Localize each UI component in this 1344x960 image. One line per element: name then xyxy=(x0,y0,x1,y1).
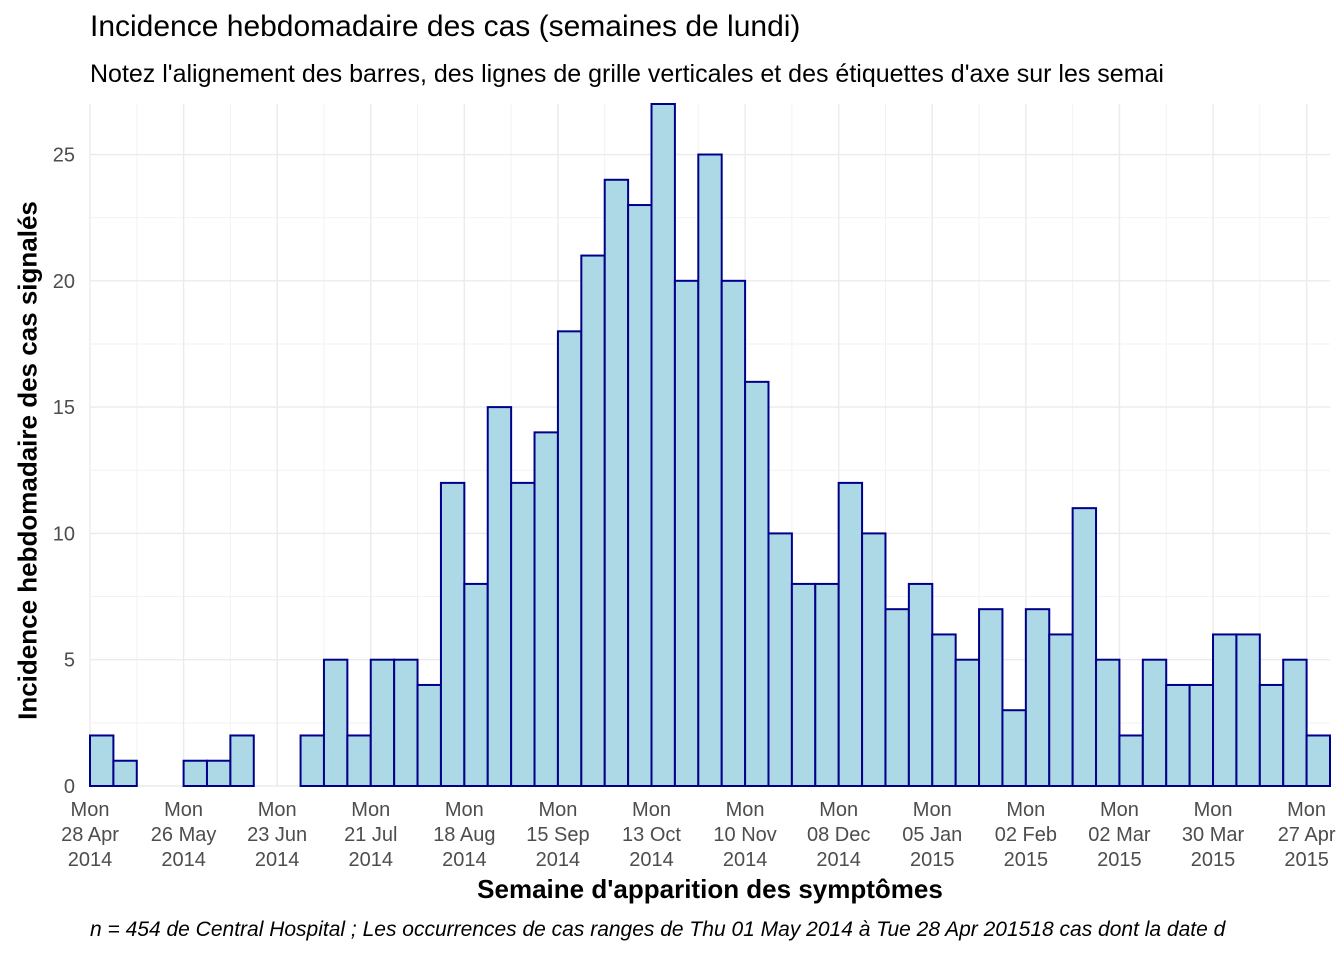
bar xyxy=(416,683,442,787)
bar xyxy=(767,532,793,787)
x-tick-label: Mon 08 Dec 2014 xyxy=(807,799,870,871)
bar xyxy=(931,633,957,788)
bar xyxy=(884,608,910,787)
bar xyxy=(322,658,349,787)
bar xyxy=(1165,683,1191,787)
x-tick-label: Mon 23 Jun 2014 xyxy=(247,799,307,871)
x-tick-label: Mon 02 Feb 2015 xyxy=(995,799,1057,871)
bar xyxy=(205,759,232,787)
bar xyxy=(463,582,489,787)
bar xyxy=(627,204,653,787)
bar xyxy=(556,330,583,787)
bar xyxy=(744,380,770,787)
x-tick-label: Mon 13 Oct 2014 xyxy=(622,799,681,871)
y-tick-label: 20 xyxy=(53,271,75,293)
bar xyxy=(1118,734,1144,788)
y-tick-label: 0 xyxy=(64,776,75,798)
x-tick-label: Mon 27 Apr 2015 xyxy=(1278,799,1336,871)
x-tick-label: Mon 30 Mar 2015 xyxy=(1182,799,1245,871)
bar xyxy=(1024,608,1051,787)
chart-caption: n = 454 de Central Hospital ; Les occurr… xyxy=(90,918,1226,941)
x-tick-label: Mon 21 Jul 2014 xyxy=(344,799,397,871)
bar xyxy=(978,608,1004,787)
x-tick-label: Mon 10 Nov 2014 xyxy=(713,799,776,871)
x-tick-label: Mon 15 Sep 2014 xyxy=(526,799,589,871)
bar xyxy=(1235,633,1261,788)
y-axis-ticks: 0 5 10 15 20 25 xyxy=(53,145,75,798)
bar xyxy=(1095,658,1121,787)
y-tick-label: 10 xyxy=(53,523,75,545)
bar xyxy=(112,759,138,787)
bar xyxy=(439,481,466,787)
y-tick-label: 5 xyxy=(64,650,75,672)
bar xyxy=(907,582,934,787)
x-axis-ticks: Mon 28 Apr 2014 Mon 26 May 2014 Mon 23 Jun 2014 M… xyxy=(61,799,1336,871)
bar xyxy=(1282,658,1308,787)
bar xyxy=(837,481,864,787)
bar xyxy=(814,582,840,787)
x-tick-label: Mon 28 Apr 2014 xyxy=(61,799,119,871)
chart-title: Incidence hebdomadaire des cas (semaines… xyxy=(90,10,801,43)
bar xyxy=(229,734,255,788)
x-tick-label: Mon 26 May 2014 xyxy=(151,799,217,871)
bar xyxy=(1212,633,1238,788)
bar xyxy=(1141,658,1168,787)
x-axis-label: Semaine d'apparition des symptômes xyxy=(477,874,943,904)
bar xyxy=(861,532,887,787)
bar xyxy=(720,279,747,787)
bar xyxy=(346,734,372,788)
bars xyxy=(89,103,1331,788)
y-axis-label: Incidence hebdomadaire des cas signalés xyxy=(12,201,43,720)
bar xyxy=(89,734,115,788)
bar xyxy=(697,153,723,788)
bar xyxy=(486,406,513,787)
bar xyxy=(393,658,419,787)
bar xyxy=(182,759,208,787)
bar xyxy=(650,103,676,787)
x-tick-label: Mon 02 Mar 2015 xyxy=(1088,799,1151,871)
chart-subtitle: Notez l'alignement des barres, des ligne… xyxy=(90,60,1164,88)
bar xyxy=(1001,709,1027,788)
bar xyxy=(954,658,981,787)
y-tick-label: 15 xyxy=(53,397,75,419)
bar xyxy=(580,254,606,788)
bar xyxy=(1305,734,1331,788)
bar xyxy=(1188,683,1215,787)
bar xyxy=(1258,683,1285,787)
x-tick-label: Mon 05 Jan 2015 xyxy=(902,799,962,871)
bar xyxy=(1071,507,1098,787)
bar xyxy=(369,658,396,787)
bar xyxy=(673,279,700,787)
bar xyxy=(790,582,817,787)
bar xyxy=(603,178,630,787)
y-tick-label: 25 xyxy=(53,145,75,167)
bar xyxy=(299,734,325,788)
x-tick-label: Mon 18 Aug 2014 xyxy=(433,799,495,871)
bar xyxy=(533,431,559,787)
bar xyxy=(510,481,536,787)
bar xyxy=(1048,633,1074,788)
